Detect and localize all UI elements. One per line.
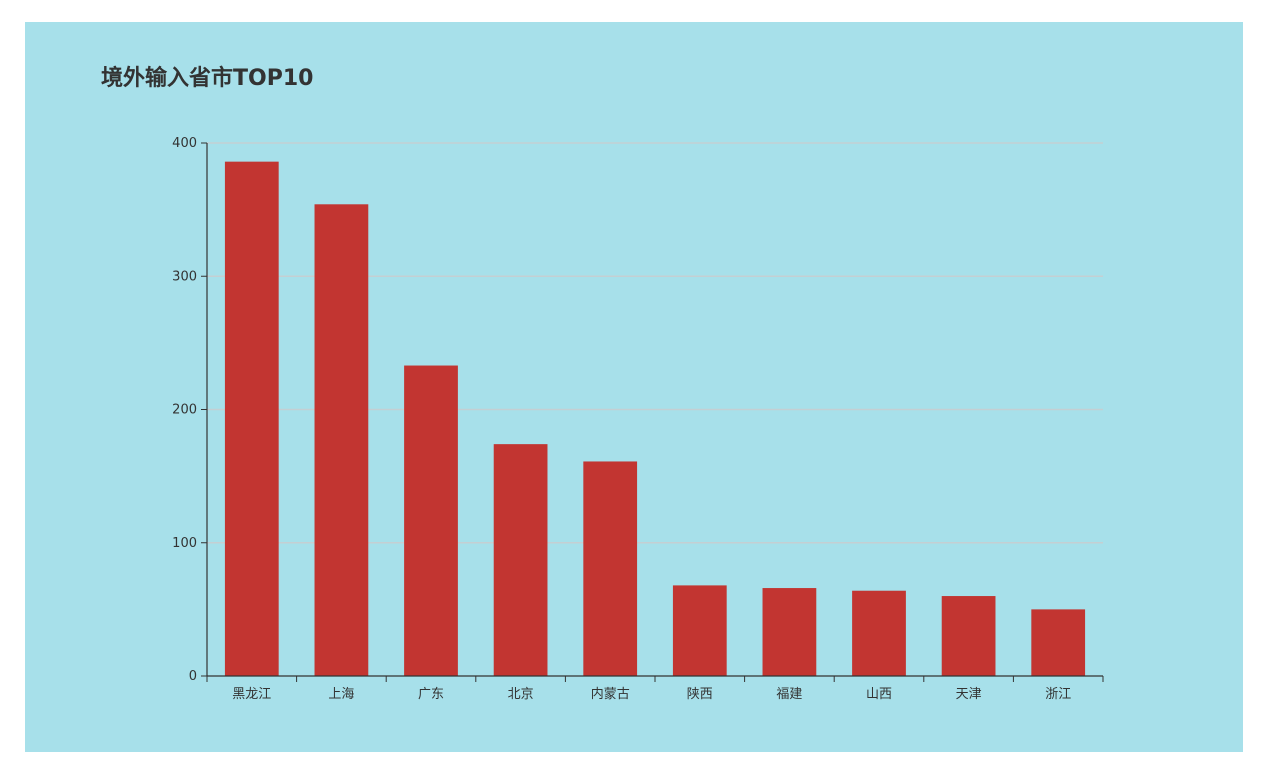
bar [224, 161, 279, 676]
bar [493, 444, 548, 676]
x-tick-label: 福建 [776, 687, 802, 702]
bar [672, 585, 727, 676]
bar [941, 596, 996, 676]
x-tick-label: 山西 [866, 687, 892, 702]
x-tick-label: 天津 [956, 687, 982, 702]
x-tick-label: 黑龙江 [232, 687, 271, 702]
x-tick-label: 内蒙古 [591, 686, 630, 702]
bar [404, 365, 458, 676]
x-tick-label: 浙江 [1045, 687, 1071, 702]
y-tick-label: 200 [172, 403, 197, 418]
bar [762, 588, 817, 676]
bar [852, 590, 906, 676]
x-tick-label: 陕西 [687, 687, 713, 702]
y-tick-label: 0 [189, 669, 197, 684]
x-tick-label: 上海 [328, 687, 354, 702]
y-tick-label: 400 [172, 136, 197, 151]
bar [1031, 609, 1086, 676]
bar [314, 204, 369, 677]
y-tick-label: 100 [172, 536, 197, 551]
bar [583, 461, 638, 676]
y-tick-label: 300 [172, 269, 197, 284]
x-tick-label: 北京 [508, 687, 534, 702]
chart-title: 境外输入省市TOP10 [101, 66, 314, 91]
x-tick-label: 广东 [418, 687, 444, 702]
